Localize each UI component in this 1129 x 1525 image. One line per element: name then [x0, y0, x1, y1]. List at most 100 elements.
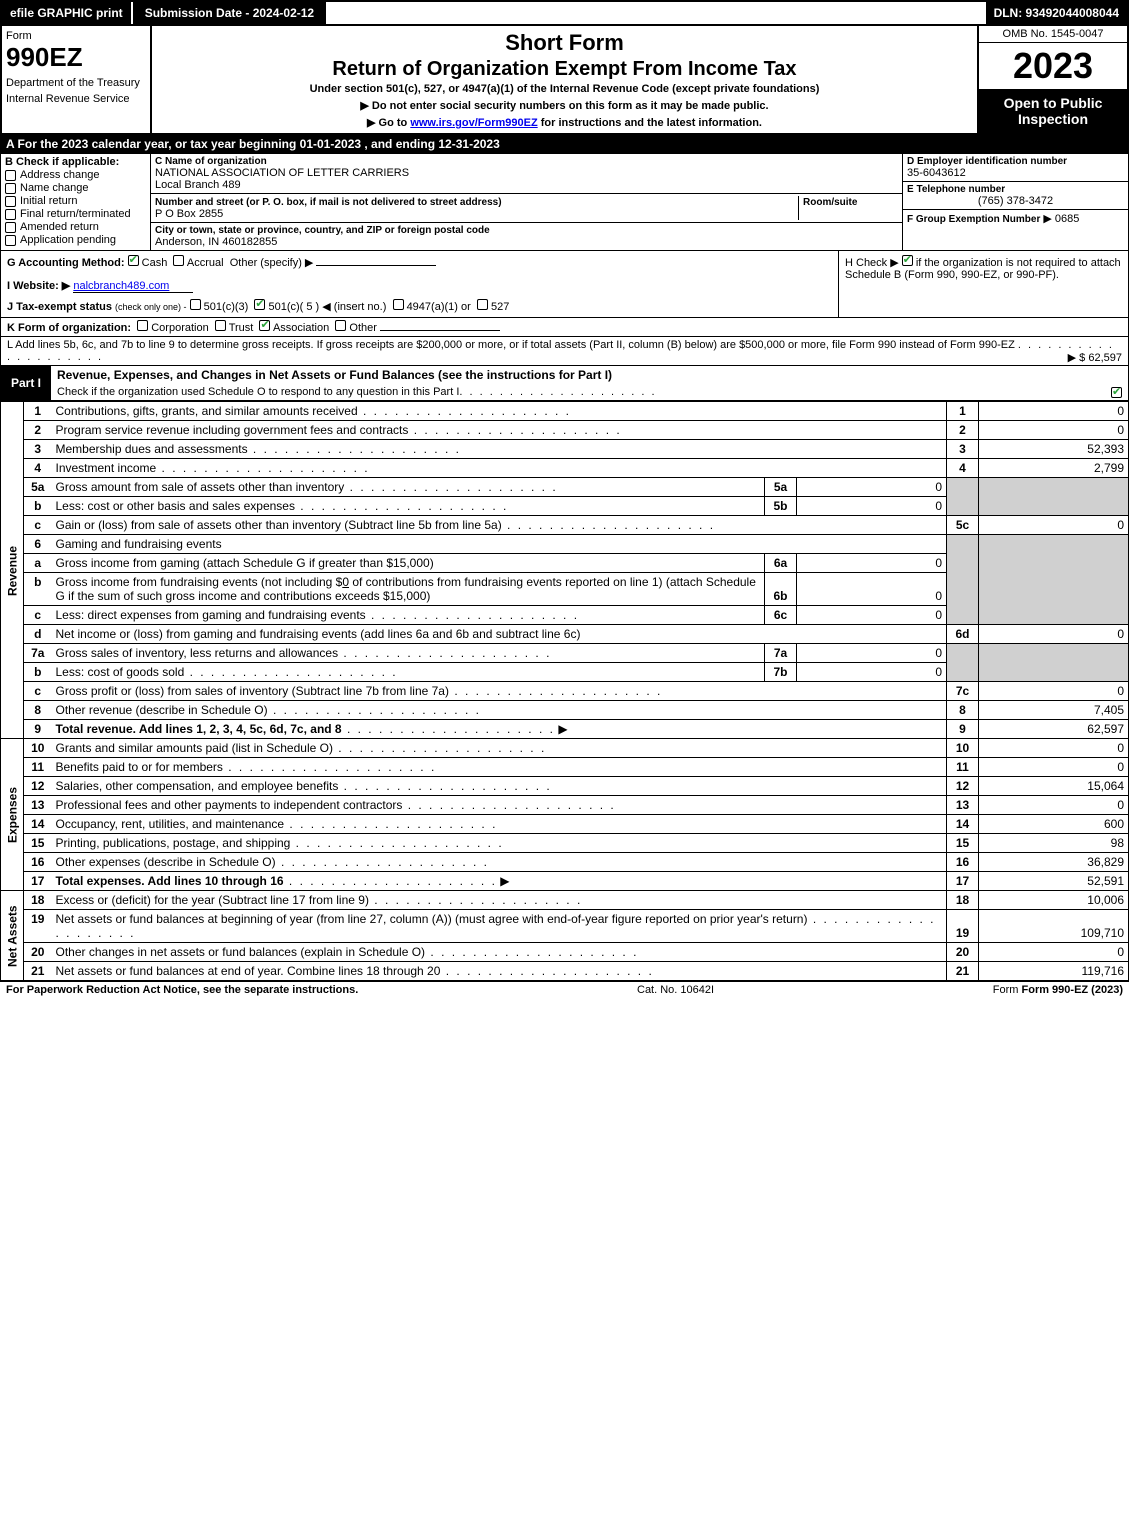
line-7a-sub: 7a: [765, 644, 797, 663]
line-9-num: 9: [947, 720, 979, 739]
section-l-text: L Add lines 5b, 6c, and 7b to line 9 to …: [7, 339, 1015, 351]
checkbox-application-pending[interactable]: [5, 235, 16, 246]
section-j-label: J Tax-exempt status: [7, 301, 112, 313]
line-5a-no: 5a: [24, 478, 52, 497]
line-7c-no: c: [24, 682, 52, 701]
checkbox-other-org[interactable]: [335, 320, 346, 331]
line-18-num: 18: [947, 891, 979, 910]
checkbox-501c[interactable]: [254, 299, 265, 310]
part-1-title: Revenue, Expenses, and Changes in Net As…: [51, 366, 1128, 384]
website-link[interactable]: nalcbranch489.com: [73, 280, 193, 293]
line-12-val: 15,064: [979, 777, 1129, 796]
city-label: City or town, state or province, country…: [155, 225, 898, 236]
ein-label: D Employer identification number: [907, 156, 1124, 167]
line-6b-desc-amt: 0: [342, 575, 349, 589]
line-15-val: 98: [979, 834, 1129, 853]
section-k-label: K Form of organization:: [7, 322, 131, 334]
checkbox-schedule-b[interactable]: [902, 255, 913, 266]
form-title: Return of Organization Exempt From Incom…: [160, 58, 969, 81]
checkbox-initial-return[interactable]: [5, 196, 16, 207]
line-10-val: 0: [979, 739, 1129, 758]
line-7c-val: 0: [979, 682, 1129, 701]
line-17-val: 52,591: [979, 872, 1129, 891]
line-6b-desc-pre: Gross income from fundraising events (no…: [56, 575, 343, 589]
line-3-num: 3: [947, 440, 979, 459]
org-name-label: C Name of organization: [155, 156, 898, 167]
label-527: 527: [491, 301, 509, 313]
efile-print-button[interactable]: efile GRAPHIC print: [2, 2, 133, 24]
checkbox-name-change[interactable]: [5, 183, 16, 194]
block-ghij: G Accounting Method: Cash Accrual Other …: [0, 251, 1129, 318]
side-label-revenue: Revenue: [1, 402, 24, 739]
line-6-desc: Gaming and fundraising events: [52, 535, 947, 554]
line-16-num: 16: [947, 853, 979, 872]
checkbox-schedule-o-part1[interactable]: [1111, 387, 1122, 398]
line-19-val: 109,710: [979, 910, 1129, 943]
short-form-title: Short Form: [160, 30, 969, 56]
line-6d-no: d: [24, 625, 52, 644]
line-2-no: 2: [24, 421, 52, 440]
header-center: Short Form Return of Organization Exempt…: [152, 26, 977, 133]
header-right: OMB No. 1545-0047 2023 Open to Public In…: [977, 26, 1127, 133]
line-20-no: 20: [24, 943, 52, 962]
line-5b-desc: Less: cost or other basis and sales expe…: [56, 499, 295, 513]
checkbox-cash[interactable]: [128, 255, 139, 266]
open-to-public: Open to Public Inspection: [979, 89, 1127, 133]
street-value: P O Box 2855: [155, 208, 798, 220]
label-initial-return: Initial return: [20, 195, 77, 207]
other-specify-input[interactable]: [316, 265, 436, 266]
checkbox-accrual[interactable]: [173, 255, 184, 266]
line-15-desc: Printing, publications, postage, and shi…: [56, 836, 291, 850]
line-17-num: 17: [947, 872, 979, 891]
line-13-desc: Professional fees and other payments to …: [56, 798, 403, 812]
line-6d-val: 0: [979, 625, 1129, 644]
label-other-specify: Other (specify) ▶: [230, 257, 314, 269]
line-12-desc: Salaries, other compensation, and employ…: [56, 779, 339, 793]
label-other-org: Other: [349, 322, 377, 334]
checkbox-4947[interactable]: [393, 299, 404, 310]
other-org-input[interactable]: [380, 330, 500, 331]
line-16-desc: Other expenses (describe in Schedule O): [56, 855, 276, 869]
line-10-desc: Grants and similar amounts paid (list in…: [56, 741, 333, 755]
line-1-no: 1: [24, 402, 52, 421]
label-amended-return: Amended return: [20, 221, 99, 233]
line-21-no: 21: [24, 962, 52, 981]
section-l-value: ▶ $ 62,597: [1068, 351, 1122, 364]
line-21-num: 21: [947, 962, 979, 981]
line-5a-subval: 0: [797, 478, 947, 497]
checkbox-address-change[interactable]: [5, 170, 16, 181]
checkbox-trust[interactable]: [215, 320, 226, 331]
line-6d-desc: Net income or (loss) from gaming and fun…: [56, 627, 581, 641]
label-final-return: Final return/terminated: [20, 208, 131, 220]
line-8-val: 7,405: [979, 701, 1129, 720]
checkbox-527[interactable]: [477, 299, 488, 310]
checkbox-501c3[interactable]: [190, 299, 201, 310]
irs-link[interactable]: www.irs.gov/Form990EZ: [410, 117, 537, 129]
line-11-no: 11: [24, 758, 52, 777]
footer-center: Cat. No. 10642I: [637, 984, 714, 996]
section-l: L Add lines 5b, 6c, and 7b to line 9 to …: [0, 337, 1129, 366]
checkbox-association[interactable]: [259, 320, 270, 331]
section-i-label: I Website: ▶: [7, 280, 70, 292]
label-4947: 4947(a)(1) or: [407, 301, 471, 313]
line-1-num: 1: [947, 402, 979, 421]
checkbox-amended-return[interactable]: [5, 222, 16, 233]
line-14-no: 14: [24, 815, 52, 834]
line-4-no: 4: [24, 459, 52, 478]
line-19-no: 19: [24, 910, 52, 943]
group-label: F Group Exemption Number: [907, 214, 1040, 225]
line-5a-sub: 5a: [765, 478, 797, 497]
submission-date: Submission Date - 2024-02-12: [133, 2, 326, 24]
line-11-num: 11: [947, 758, 979, 777]
line-15-no: 15: [24, 834, 52, 853]
line-18-val: 10,006: [979, 891, 1129, 910]
line-13-no: 13: [24, 796, 52, 815]
line-7a-no: 7a: [24, 644, 52, 663]
line-9-val: 62,597: [979, 720, 1129, 739]
instruction-2: ▶ Go to www.irs.gov/Form990EZ for instru…: [160, 116, 969, 129]
checkbox-final-return[interactable]: [5, 209, 16, 220]
checkbox-corporation[interactable]: [137, 320, 148, 331]
line-1-val: 0: [979, 402, 1129, 421]
footer-form-ref: Form 990-EZ (2023): [1022, 984, 1123, 996]
section-c: C Name of organization NATIONAL ASSOCIAT…: [151, 154, 903, 250]
